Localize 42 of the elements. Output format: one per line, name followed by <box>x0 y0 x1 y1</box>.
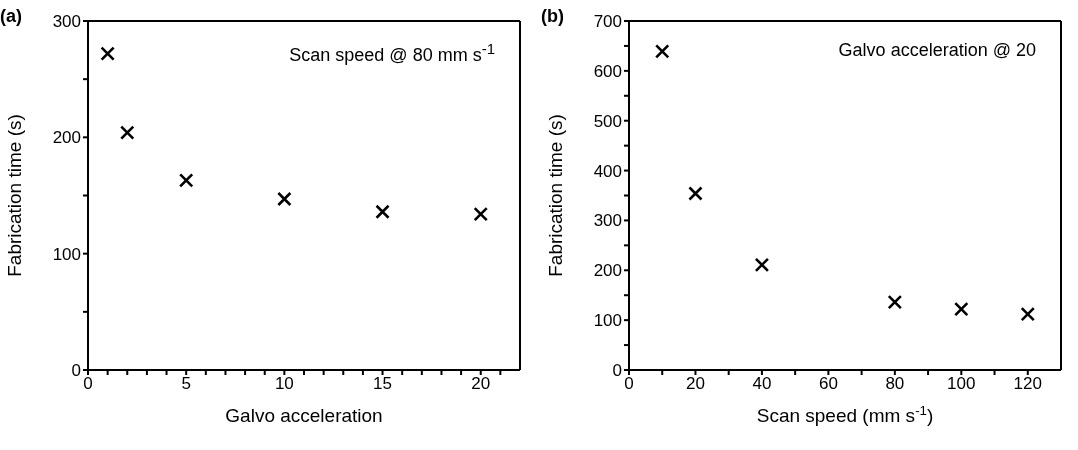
y-tick-label: 400 <box>593 161 622 181</box>
y-tick-label: 0 <box>71 361 81 381</box>
point <box>178 173 194 188</box>
annotation: Scan speed @ 80 mm s$^{-1}$ <box>289 40 495 66</box>
x-tick-label: 20 <box>471 374 491 394</box>
x-tick-label: 10 <box>274 374 294 394</box>
y-tick-label: 100 <box>52 244 81 264</box>
annotation: Galvo acceleration @ 20 <box>838 40 1036 61</box>
x-tick-label: 100 <box>947 374 976 394</box>
y-tick-label: 700 <box>593 12 622 32</box>
x-tick-label: 40 <box>752 374 772 394</box>
y-tick-label: 0 <box>612 361 622 381</box>
point <box>754 257 770 273</box>
point <box>100 46 115 61</box>
y-tick-label: 600 <box>593 61 622 81</box>
chart-title: (a) <box>0 6 22 27</box>
point <box>1020 306 1036 322</box>
y-tick-label: 100 <box>593 311 622 331</box>
point <box>654 44 670 59</box>
y-tick-label: 300 <box>593 211 622 231</box>
y-axis-title: Fabrication time (s) <box>544 114 566 277</box>
point <box>887 294 903 310</box>
y-tick-label: 500 <box>593 111 622 131</box>
point <box>473 206 489 222</box>
x-tick-label: 60 <box>818 374 838 394</box>
x-tick-label: 80 <box>885 374 905 394</box>
x-axis-title: Scan speed (mm s$^{-1}$) <box>756 402 934 426</box>
y-tick-label: 300 <box>52 12 81 32</box>
x-tick-label: 5 <box>181 374 191 394</box>
point <box>277 191 292 207</box>
x-axis-title: Galvo acceleration <box>225 405 383 426</box>
x-tick-label: 15 <box>373 374 393 394</box>
point <box>688 186 703 201</box>
x-tick-label: 20 <box>686 374 705 394</box>
y-axis-title: Fabrication time (s) <box>3 114 25 277</box>
y-tick-label: 200 <box>52 128 81 148</box>
y-tick-label: 200 <box>593 261 622 281</box>
chart-title: (b) <box>541 6 564 27</box>
x-tick-label: 120 <box>1013 374 1042 394</box>
point <box>954 301 969 317</box>
point <box>375 204 390 220</box>
point <box>119 125 135 140</box>
